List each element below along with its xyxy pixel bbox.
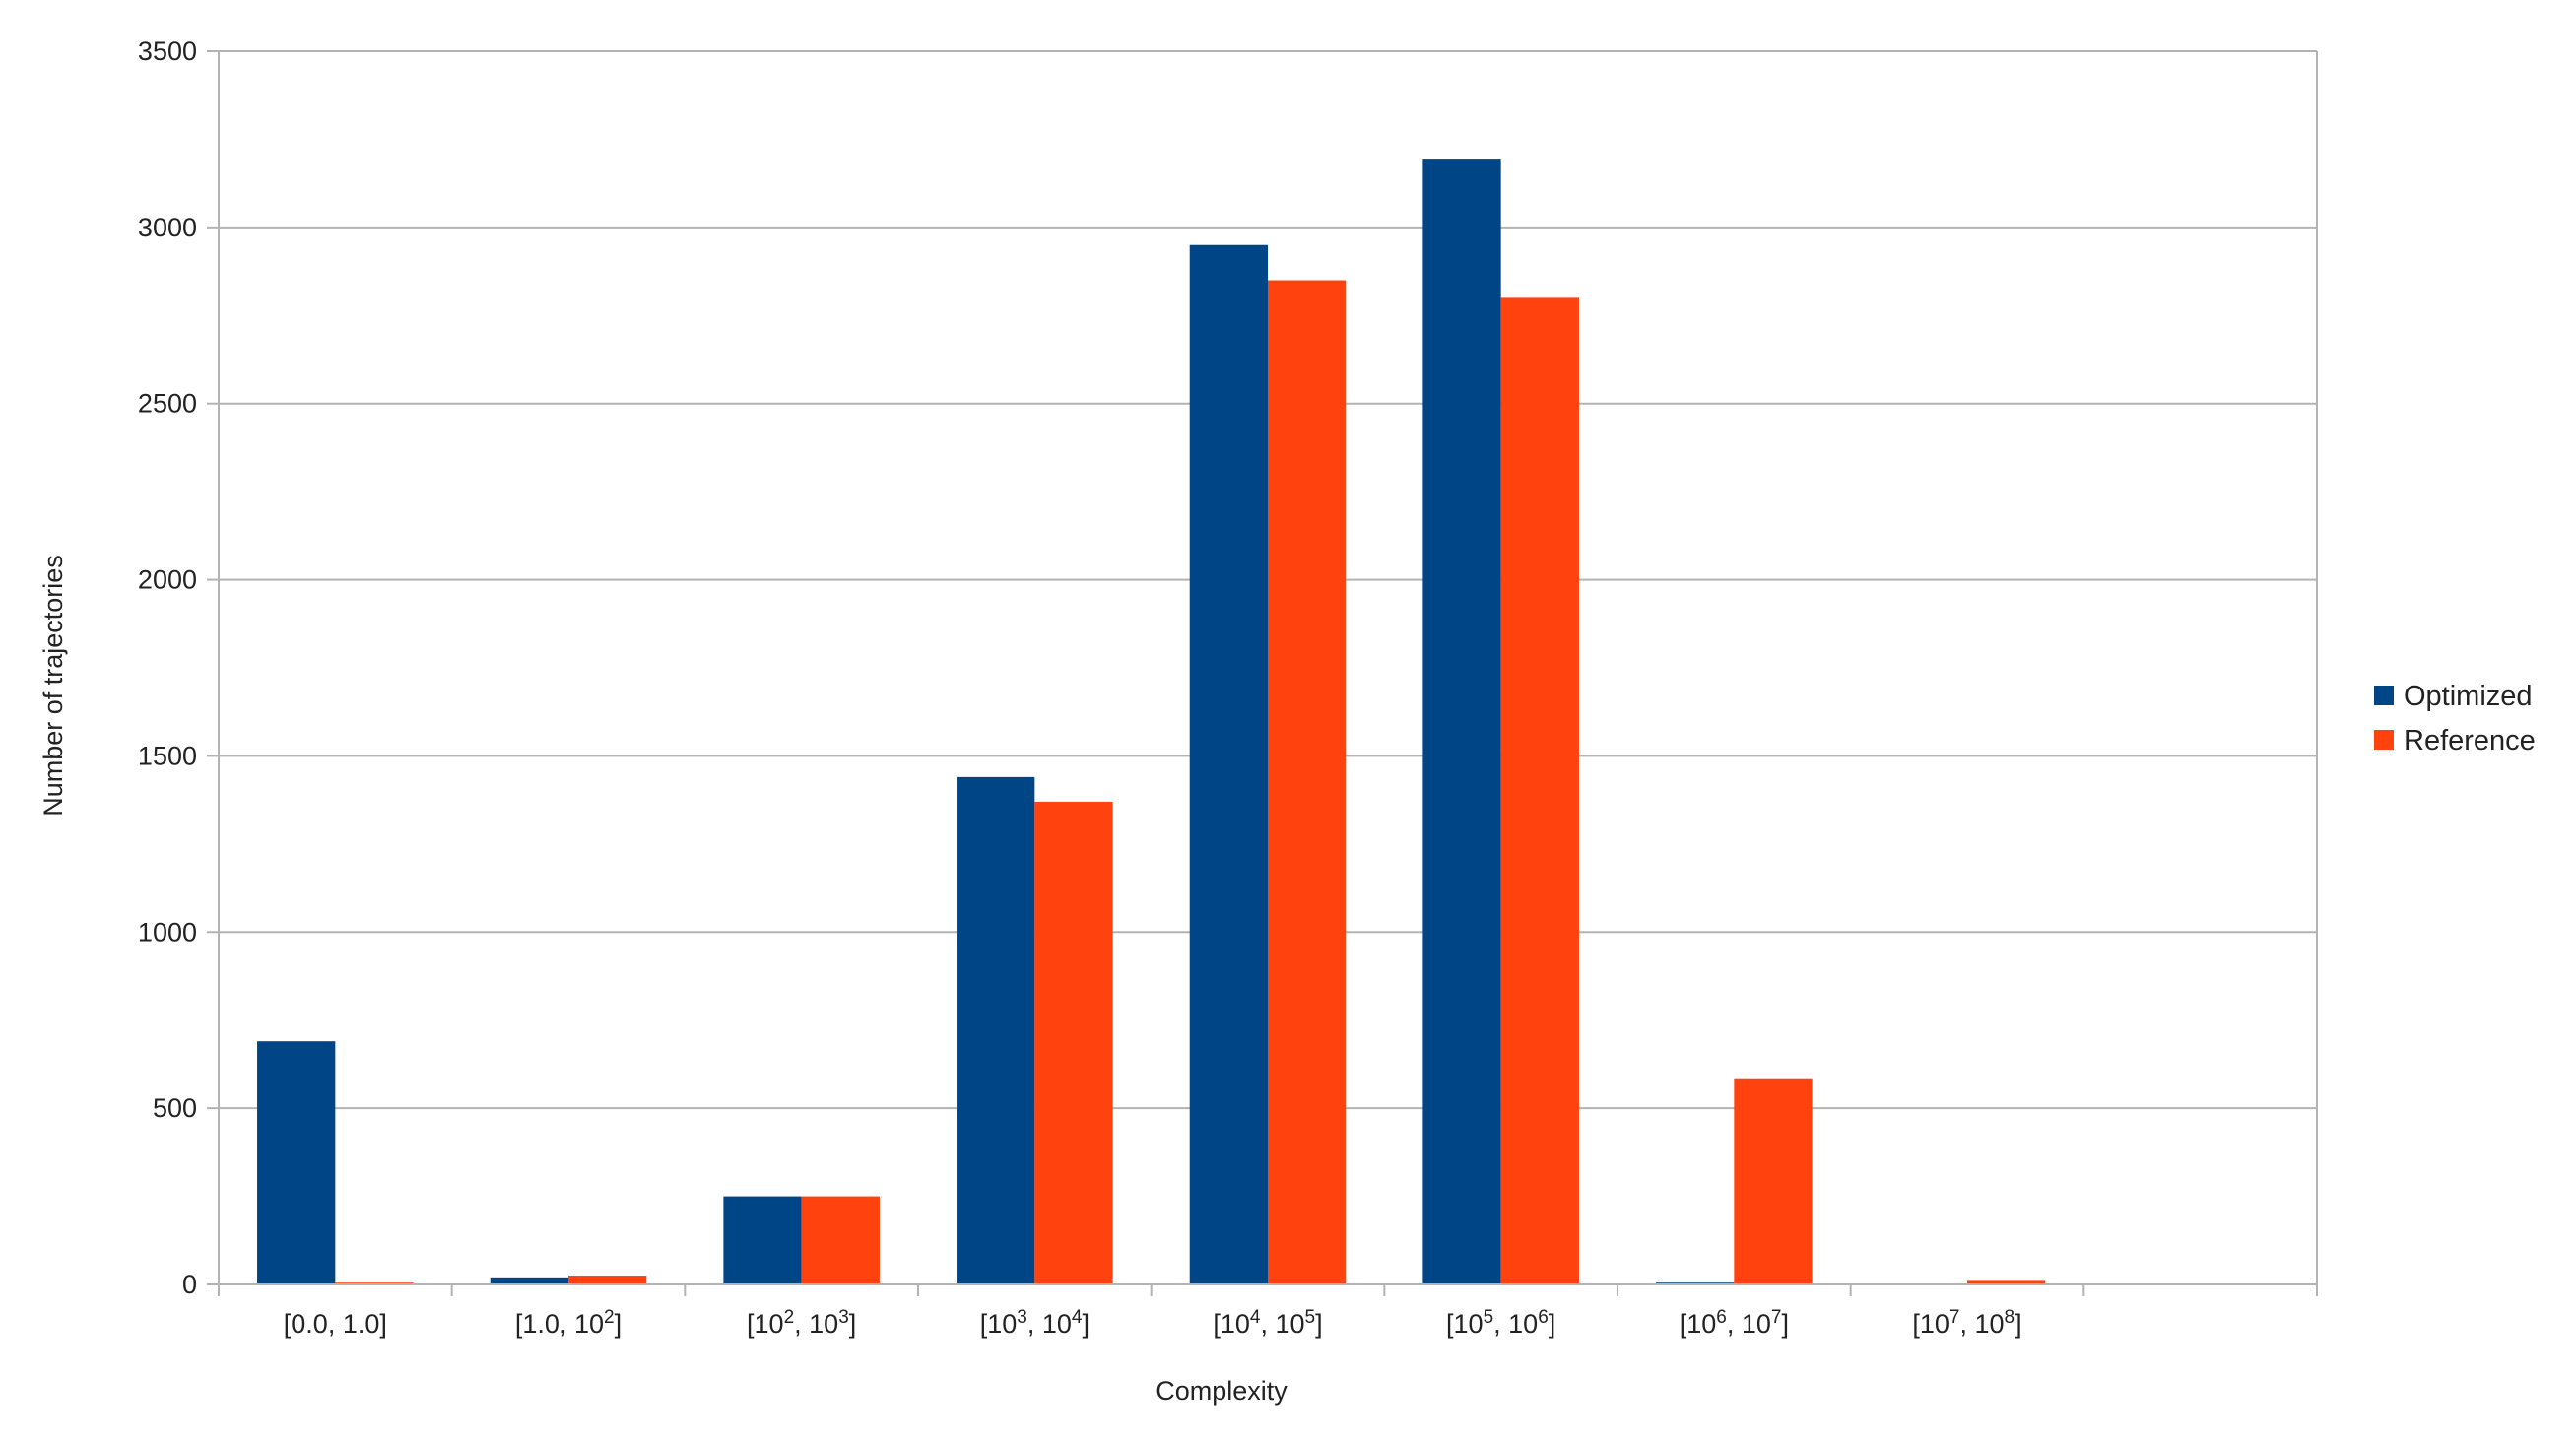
bar-optimized-5 xyxy=(1422,159,1501,1284)
x-tick-label: [1.0, 102] xyxy=(515,1307,622,1339)
x-tick-label: [103, 104] xyxy=(980,1307,1090,1339)
axes xyxy=(207,50,2318,1296)
y-tick-label: 3000 xyxy=(138,213,197,242)
bar-reference-2 xyxy=(801,1196,880,1284)
y-tick-label: 1000 xyxy=(138,917,197,947)
bar-reference-6 xyxy=(1734,1078,1813,1284)
bar-reference-3 xyxy=(1034,801,1113,1284)
bar-reference-4 xyxy=(1268,280,1347,1284)
x-tick-label: [104, 105] xyxy=(1213,1307,1322,1339)
y-tick-label: 500 xyxy=(153,1093,197,1123)
y-tick-label: 0 xyxy=(182,1270,197,1299)
legend-swatch-optimized xyxy=(2374,686,2394,705)
bar-optimized-4 xyxy=(1189,244,1268,1284)
bar-optimized-0 xyxy=(257,1041,336,1284)
y-tick-label: 1500 xyxy=(138,741,197,770)
x-tick-label: [0.0, 1.0] xyxy=(284,1309,387,1339)
x-axis-title: Complexity xyxy=(1156,1376,1288,1406)
x-tick-label: [107, 108] xyxy=(1912,1307,2021,1339)
bar-optimized-2 xyxy=(723,1196,802,1284)
y-axis-title: Number of trajectories xyxy=(38,555,68,817)
y-tick-labels: 0 500 1000 1500 2000 2500 3000 3500 xyxy=(138,36,197,1299)
bars xyxy=(257,159,2046,1284)
bar-reference-1 xyxy=(568,1276,647,1284)
y-tick-label: 2000 xyxy=(138,565,197,595)
legend-swatch-reference xyxy=(2374,730,2394,750)
bar-reference-7 xyxy=(1967,1280,2046,1284)
legend-label-reference: Reference xyxy=(2404,725,2536,756)
bar-reference-5 xyxy=(1500,297,1579,1284)
x-tick-labels: [0.0, 1.0] [1.0, 102] [102, 103] [103, 104]… xyxy=(284,1307,2022,1339)
x-tick-label: [105, 106] xyxy=(1446,1307,1555,1339)
legend-label-optimized: Optimized xyxy=(2404,681,2533,712)
y-tick-label: 3500 xyxy=(138,36,197,66)
legend: Optimized Reference xyxy=(2374,681,2536,756)
x-tick-label: [106, 107] xyxy=(1680,1307,1789,1339)
x-tick-label: [102, 103] xyxy=(747,1307,856,1339)
bar-optimized-1 xyxy=(490,1277,568,1284)
bar-optimized-3 xyxy=(957,776,1035,1284)
y-tick-label: 2500 xyxy=(138,389,197,419)
